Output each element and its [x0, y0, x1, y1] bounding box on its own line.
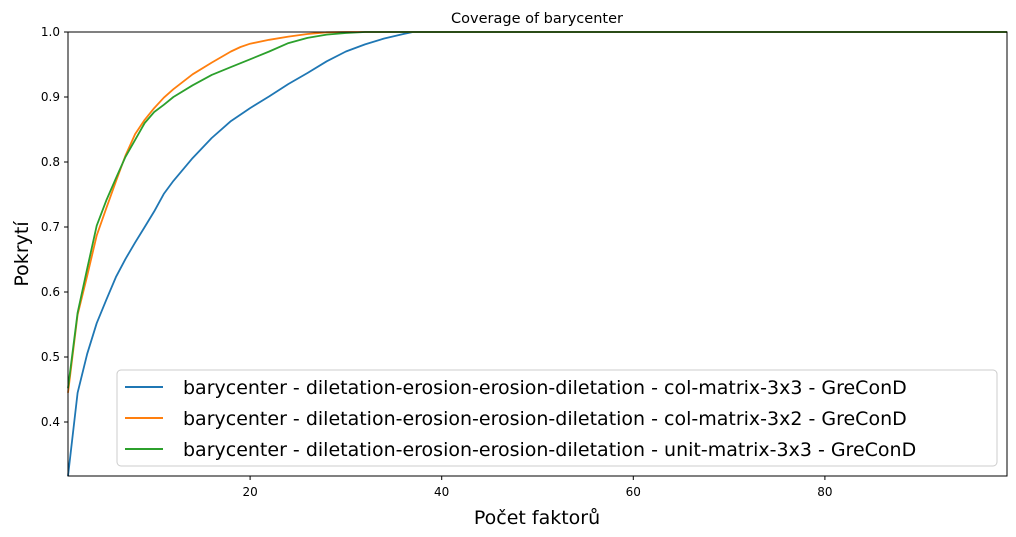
- y-axis-title: Pokrytí: [11, 221, 33, 287]
- legend-box: [116, 369, 998, 467]
- chart-title: Coverage of barycenter: [451, 11, 623, 27]
- series-line-3: [67, 31, 1007, 389]
- legend: barycenter - diletation-erosion-erosion-…: [116, 369, 998, 467]
- legend-label-2: barycenter - diletation-erosion-erosion-…: [183, 408, 907, 430]
- ticks-layer: 20 40 60 80 0.4 0.5 0.6 0.7 0.8 0.9 1.0: [41, 25, 833, 499]
- legend-label-3: barycenter - diletation-erosion-erosion-…: [183, 439, 916, 461]
- legend-label-1: barycenter - diletation-erosion-erosion-…: [183, 377, 907, 399]
- plot-frame: [67, 31, 1008, 477]
- y-tick-label: 0.4: [41, 415, 60, 429]
- y-tick-label: 0.8: [41, 155, 60, 169]
- y-tick-label: 0.9: [41, 90, 60, 104]
- x-tick-label: 60: [626, 485, 641, 499]
- x-axis-title: Počet faktorů: [474, 507, 600, 529]
- series-line-2: [67, 31, 1007, 393]
- y-tick-label: 0.6: [41, 285, 60, 299]
- x-tick-label: 80: [817, 485, 832, 499]
- x-tick-label: 20: [242, 485, 257, 499]
- y-tick-label: 0.5: [41, 350, 60, 364]
- y-tick-label: 0.7: [41, 220, 60, 234]
- y-tick-label: 1.0: [41, 25, 60, 39]
- x-tick-label: 40: [434, 485, 449, 499]
